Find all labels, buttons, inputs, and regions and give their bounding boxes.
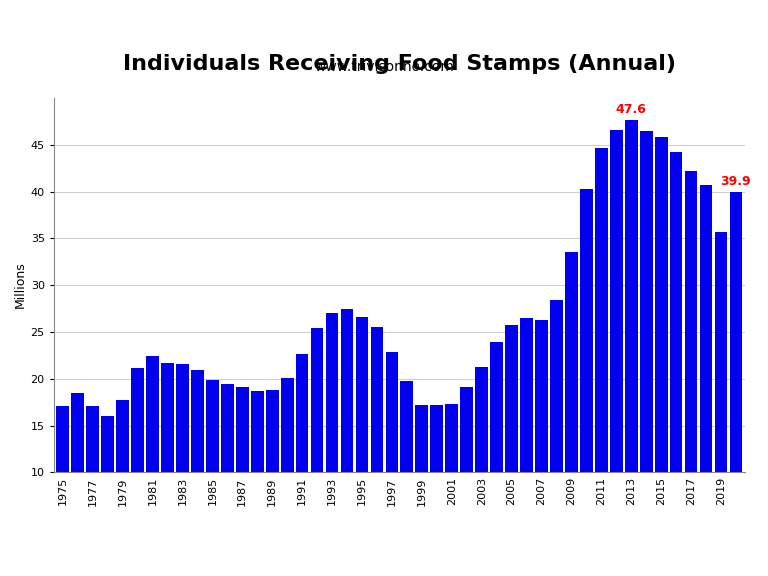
Bar: [191, 370, 204, 566]
Bar: [56, 406, 69, 566]
Bar: [116, 400, 129, 566]
Bar: [505, 325, 518, 566]
Bar: [415, 405, 428, 566]
Bar: [580, 189, 593, 566]
Bar: [251, 391, 263, 566]
Bar: [700, 185, 713, 566]
Bar: [730, 192, 743, 566]
Bar: [445, 404, 458, 566]
Bar: [266, 390, 279, 566]
Bar: [341, 309, 353, 566]
Bar: [625, 120, 637, 566]
Bar: [490, 342, 503, 566]
Bar: [370, 327, 383, 566]
Bar: [221, 384, 233, 566]
Text: www.trivisonno.com: www.trivisonno.com: [314, 60, 454, 74]
Bar: [281, 378, 293, 566]
Bar: [386, 351, 399, 566]
Bar: [670, 152, 683, 566]
Bar: [475, 367, 488, 566]
Bar: [640, 131, 653, 566]
Bar: [715, 232, 727, 566]
Bar: [565, 252, 578, 566]
Bar: [71, 393, 84, 566]
Bar: [326, 313, 339, 566]
Y-axis label: Millions: Millions: [14, 262, 26, 309]
Bar: [460, 387, 473, 566]
Bar: [206, 380, 219, 566]
Text: 47.6: 47.6: [616, 103, 647, 116]
Bar: [400, 381, 413, 566]
Bar: [550, 300, 563, 566]
Bar: [535, 320, 548, 566]
Bar: [296, 354, 309, 566]
Bar: [101, 416, 114, 566]
Bar: [146, 356, 159, 566]
Bar: [311, 328, 323, 566]
Bar: [430, 405, 443, 566]
Bar: [86, 406, 99, 566]
Bar: [131, 369, 144, 566]
Bar: [176, 364, 189, 566]
Bar: [595, 147, 607, 566]
Title: Individuals Receiving Food Stamps (Annual): Individuals Receiving Food Stamps (Annua…: [123, 54, 676, 74]
Bar: [520, 318, 533, 566]
Bar: [685, 171, 697, 566]
Bar: [161, 363, 174, 566]
Bar: [236, 387, 249, 566]
Bar: [610, 130, 623, 566]
Bar: [655, 137, 667, 566]
Bar: [356, 317, 369, 566]
Text: 39.9: 39.9: [720, 175, 751, 188]
